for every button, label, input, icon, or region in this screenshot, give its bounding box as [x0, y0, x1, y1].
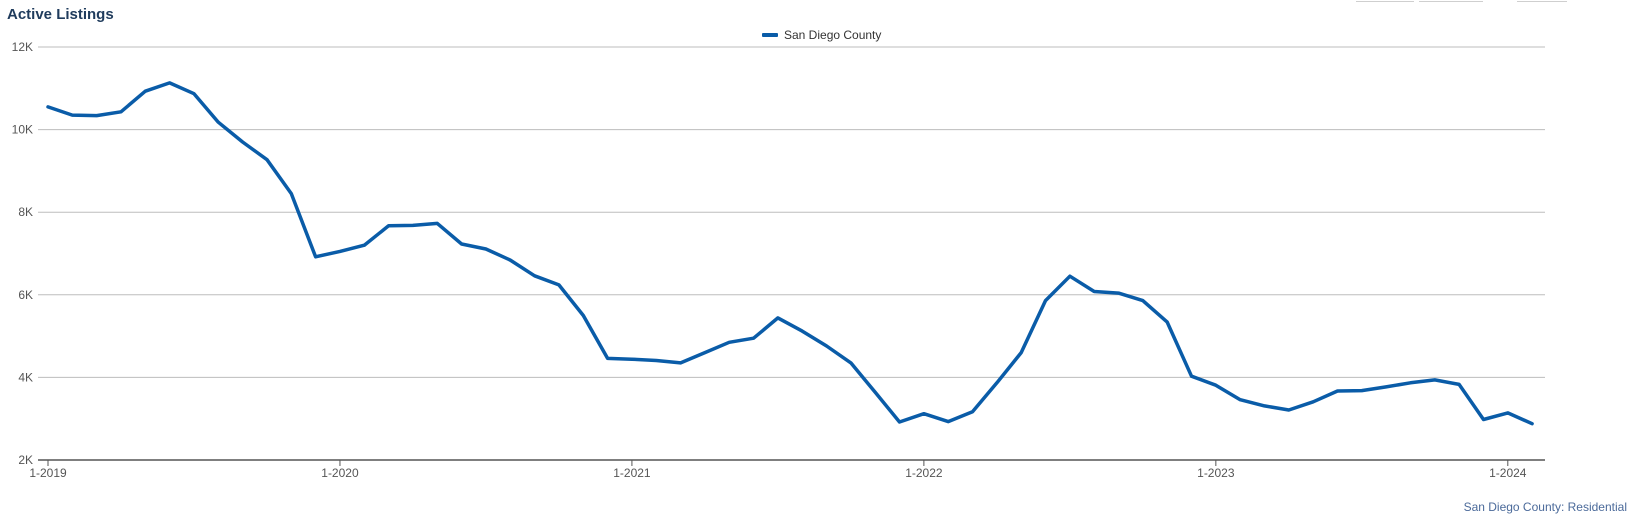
- toolbar-button[interactable]: [1517, 0, 1567, 2]
- data-point: [217, 120, 220, 124]
- data-point: [1044, 299, 1047, 302]
- data-point: [1457, 383, 1461, 386]
- x-tick-label: 1-2019: [29, 466, 67, 480]
- y-tick-label: 4K: [18, 370, 33, 384]
- x-axis: 1-2019 1-2020 1-2021 1-2022 1-2023 1-2024: [29, 459, 1545, 480]
- data-point: [922, 412, 926, 415]
- data-point: [1482, 418, 1485, 421]
- x-tick-label: 1-2024: [1489, 466, 1527, 480]
- legend[interactable]: San Diego County: [762, 28, 881, 42]
- data-point: [1530, 422, 1534, 425]
- legend-label: San Diego County: [784, 28, 882, 42]
- data-point: [1384, 385, 1388, 389]
- data-point: [947, 420, 950, 423]
- data-point: [363, 244, 366, 247]
- data-point: [825, 344, 828, 348]
- y-tick-label: 8K: [18, 205, 33, 219]
- data-point: [1409, 381, 1412, 384]
- data-point: [1068, 275, 1072, 278]
- data-point: [338, 250, 342, 253]
- data-point: [1311, 400, 1315, 403]
- data-point: [582, 314, 585, 317]
- data-point: [752, 336, 755, 340]
- y-tick-label: 2K: [18, 453, 33, 467]
- data-point: [460, 242, 463, 246]
- data-point: [1336, 389, 1339, 393]
- x-tick-label: 1-2020: [321, 466, 359, 480]
- data-point: [995, 381, 999, 384]
- data-point: [265, 158, 269, 161]
- series-layer: [46, 81, 1534, 426]
- data-point: [1190, 374, 1193, 378]
- data-point: [241, 140, 244, 144]
- data-point: [1506, 411, 1510, 415]
- data-point: [314, 255, 317, 259]
- data-point: [144, 89, 147, 93]
- data-point: [1360, 389, 1364, 392]
- data-point: [436, 222, 439, 225]
- data-point: [387, 224, 390, 228]
- toolbar-button[interactable]: [1419, 0, 1483, 2]
- data-point: [533, 274, 536, 278]
- data-point: [509, 258, 512, 262]
- data-point: [1287, 408, 1291, 412]
- data-point: [874, 391, 877, 394]
- x-tick-label: 1-2021: [613, 466, 651, 480]
- data-point: [1238, 398, 1242, 401]
- gridlines: [38, 46, 1545, 378]
- data-point: [557, 283, 561, 287]
- data-point: [71, 113, 74, 117]
- x-tick-label: 1-2023: [1197, 466, 1235, 480]
- data-point: [679, 361, 682, 365]
- y-tick-label: 12K: [12, 40, 33, 54]
- toolbar-button[interactable]: [1356, 0, 1414, 2]
- y-tick-label: 10K: [12, 123, 33, 137]
- y-axis: 2K 4K 6K 8K 10K 12K: [12, 40, 33, 467]
- data-point: [1092, 290, 1096, 293]
- data-point: [898, 420, 901, 424]
- data-point: [630, 358, 634, 361]
- data-point: [1117, 291, 1120, 295]
- data-point: [703, 351, 707, 354]
- data-point: [484, 247, 488, 251]
- data-point: [1263, 404, 1266, 408]
- data-point: [849, 361, 853, 365]
- data-point: [1020, 351, 1023, 354]
- data-point: [290, 192, 293, 195]
- data-point: [119, 110, 123, 114]
- data-point: [655, 359, 658, 362]
- data-point: [1433, 378, 1437, 382]
- data-point: [192, 92, 196, 95]
- series-line: [46, 81, 1534, 426]
- data-point: [776, 316, 780, 320]
- data-point: [411, 224, 415, 227]
- toolbar-buttons: [0, 0, 1631, 6]
- data-point: [168, 81, 171, 85]
- chart-title: Active Listings: [7, 6, 114, 23]
- data-point: [728, 341, 731, 344]
- data-point: [46, 105, 50, 109]
- data-point: [95, 114, 98, 117]
- data-point: [801, 329, 804, 333]
- data-point: [1165, 320, 1169, 324]
- x-tick-label: 1-2022: [905, 466, 943, 480]
- data-point: [1141, 299, 1145, 302]
- data-point: [971, 410, 974, 413]
- data-point: [606, 357, 609, 360]
- footer-note: San Diego County: Residential: [1463, 500, 1627, 514]
- legend-swatch: [762, 33, 778, 37]
- y-tick-label: 6K: [18, 288, 33, 302]
- data-point: [1214, 384, 1218, 387]
